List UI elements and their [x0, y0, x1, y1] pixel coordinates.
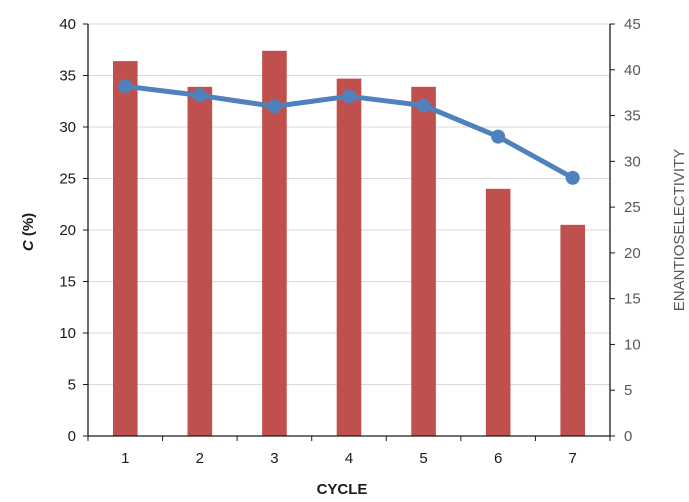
- left-axis-tick-label: 0: [68, 428, 76, 445]
- right-axis-tick-label: 30: [624, 153, 641, 170]
- bar: [485, 188, 511, 436]
- right-axis-tick-label: 45: [624, 16, 641, 33]
- x-axis-tick-label: 1: [121, 450, 129, 467]
- x-axis-tick-label: 3: [270, 450, 278, 467]
- left-axis-tick-label: 10: [59, 325, 76, 342]
- x-axis-tick-label: 7: [569, 450, 577, 467]
- bar-series: [112, 50, 586, 436]
- line-point: [342, 89, 356, 104]
- line-point: [192, 88, 207, 103]
- right-axis-tick-label: 5: [624, 382, 632, 399]
- left-axis-tick-label: 40: [59, 16, 76, 33]
- x-axis-tick-label: 2: [196, 450, 204, 467]
- line-point: [491, 129, 506, 144]
- x-axis-tick-label: 4: [345, 450, 353, 467]
- left-axis-tick-label: 15: [59, 274, 76, 291]
- right-axis-tick-label: 0: [624, 428, 632, 445]
- left-axis-tick-label: 5: [68, 377, 76, 394]
- line-point: [118, 79, 133, 94]
- right-axis-tick-label: 25: [624, 199, 641, 216]
- right-axis-tick-labels: 0 5 10 15 20 25 30 35 40 45: [624, 16, 641, 445]
- right-axis-tick-label: 10: [624, 336, 641, 353]
- line-point: [416, 98, 431, 113]
- right-axis-tick-label: 15: [624, 291, 641, 308]
- left-axis-title-unit: (%): [20, 213, 37, 241]
- bar: [411, 86, 436, 436]
- left-axis-title-variable: C: [20, 239, 37, 251]
- left-axis-tick-label: 35: [59, 68, 76, 85]
- left-axis-title: C (%): [20, 213, 37, 251]
- line-point: [565, 170, 580, 185]
- bar: [187, 86, 213, 436]
- left-axis-tick-labels: 0 5 10 15 20 25 30 35 40: [59, 16, 76, 445]
- x-axis-tick-label: 5: [419, 450, 427, 467]
- axes: [83, 23, 615, 441]
- line-point: [267, 99, 282, 114]
- x-axis-tick-labels: 1 2 3 4 5 6 7: [121, 450, 577, 467]
- right-axis-tick-label: 35: [624, 108, 641, 125]
- left-axis-tick-label: 30: [59, 119, 76, 136]
- left-axis-tick-label: 20: [59, 222, 76, 239]
- right-axis-tick-label: 40: [624, 62, 641, 79]
- bar: [560, 224, 586, 436]
- bar: [112, 61, 138, 436]
- x-axis-title: CYCLE: [317, 481, 368, 498]
- x-axis-tick-label: 6: [494, 450, 502, 467]
- left-axis-tick-label: 25: [59, 171, 76, 188]
- right-axis-title: ENANTIOSELECTIVITY: [671, 149, 688, 312]
- line-series: [118, 79, 580, 185]
- bar: [262, 50, 287, 436]
- right-axis-tick-label: 20: [624, 245, 641, 262]
- bar: [336, 78, 362, 436]
